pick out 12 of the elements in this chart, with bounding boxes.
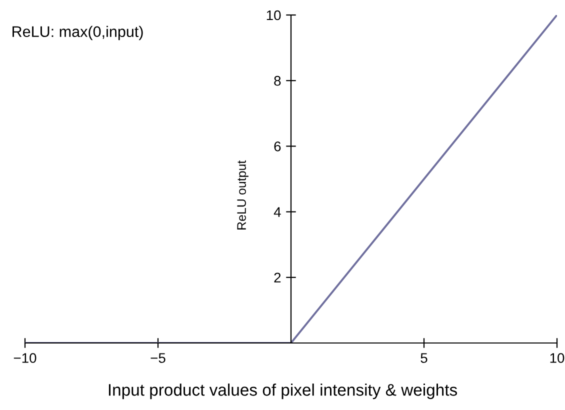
y-tick-label: 6 [274, 142, 281, 152]
x-tick-label: −5 [150, 353, 166, 363]
y-axis-title: ReLU output [237, 160, 248, 230]
y-tick-label: 10 [266, 10, 281, 20]
y-tick-label: 8 [274, 76, 281, 86]
y-tick-label: 4 [274, 207, 281, 217]
x-tick-label: 5 [420, 353, 428, 363]
x-axis-title: Input product values of pixel intensity & weights [108, 384, 458, 400]
x-tick-label: 10 [550, 353, 564, 363]
x-tick-label: −10 [14, 353, 36, 363]
y-tick-label: 2 [274, 272, 281, 282]
annotation: ReLU: max(0,input) [12, 26, 143, 40]
